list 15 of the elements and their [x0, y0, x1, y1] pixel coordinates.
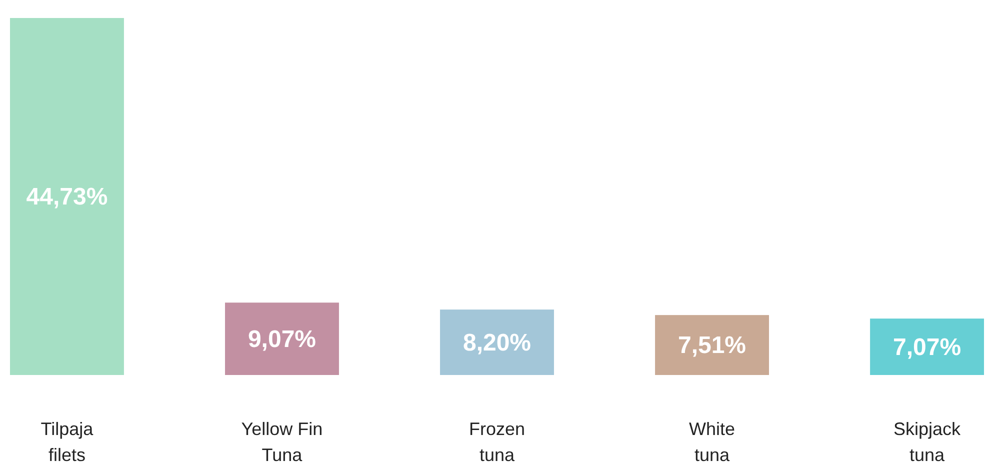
data-label: 9,07%: [248, 326, 316, 353]
data-label: 44,73%: [26, 184, 108, 210]
bar: [440, 310, 554, 375]
data-label: 8,20%: [462, 329, 532, 356]
x-tick-label: Tilpaja filets: [40, 419, 94, 465]
data-label: 7,51%: [678, 332, 746, 360]
bar: [655, 315, 769, 375]
x-tick-label: White tuna: [689, 419, 736, 465]
x-tick-label: Yellow Fin Tuna: [241, 419, 323, 465]
x-tick-label: Skipjack tuna: [894, 419, 962, 465]
bar: [225, 302, 339, 375]
bar: [10, 18, 124, 375]
data-label: 7,07%: [892, 334, 962, 361]
bar: [870, 318, 984, 375]
x-tick-label: Frozen tuna: [468, 419, 526, 465]
